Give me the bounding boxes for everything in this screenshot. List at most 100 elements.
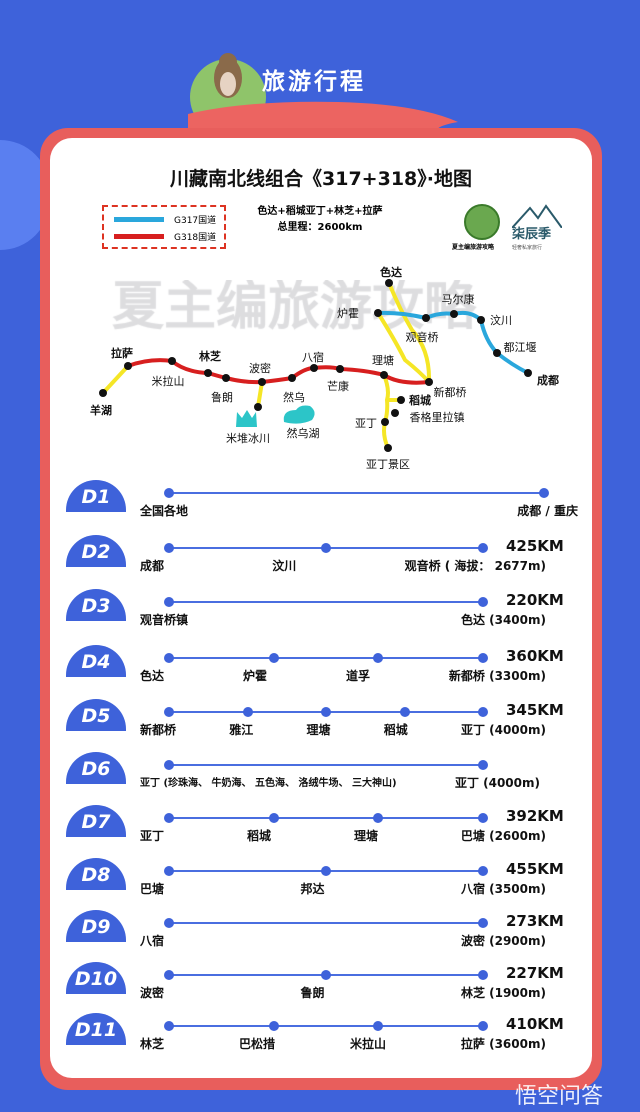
total-distance: 总里程：2600km xyxy=(277,222,363,233)
stop-labels: 林芝 巴松措 米拉山 拉萨 (3600m) xyxy=(140,1035,546,1052)
stop-label: 道孚 xyxy=(345,669,370,683)
map-label: 八宿 xyxy=(302,351,324,364)
stop-label: 稻城 xyxy=(246,829,271,843)
stop-label: 色达 (3400m) xyxy=(460,613,546,627)
stop-label: 稻城 xyxy=(383,723,408,737)
stop-label: 新都桥 xyxy=(140,723,177,737)
map-label: 香格里拉镇 xyxy=(409,411,465,424)
stop-labels: 波密 鲁朗 林芝 (1900m) xyxy=(140,984,546,1001)
stop-label: 理塘 xyxy=(353,829,378,843)
day-row: D5 新都桥 雅江 理塘 稻城 亚丁 (4000m) 345KM xyxy=(50,699,592,759)
stop-dot xyxy=(539,488,549,498)
day-row: D8 巴塘 邦达 八宿 (3500m) 455KM xyxy=(50,858,592,918)
map-label: 观音桥 xyxy=(405,331,439,344)
stop-dot xyxy=(321,543,331,553)
lake-icon xyxy=(283,405,315,424)
map-label: 成都 xyxy=(537,374,559,387)
glacier-icon xyxy=(236,410,257,427)
map-label: 然乌 xyxy=(283,391,305,404)
stop-label: 拉萨 (3600m) xyxy=(460,1037,546,1051)
map-label: 都江堰 xyxy=(503,341,537,354)
stop-dot xyxy=(164,918,174,928)
day-badge: D1 xyxy=(66,480,126,512)
stop-dot xyxy=(373,653,384,663)
day-distance: 345KM xyxy=(506,701,564,719)
stop-label: 理塘 xyxy=(306,723,331,737)
stop-label: 亚丁 (珍珠海、 牛奶海、 五色海、 洛绒牛场、 三大神山) xyxy=(140,778,397,789)
map-label: 芒康 xyxy=(327,380,349,393)
stop-label: 亚丁 xyxy=(140,829,165,843)
stop-label: 观音桥 ( 海拔： 2677m) xyxy=(404,559,546,573)
stop-dot xyxy=(321,866,331,876)
stop-label: 成都 / 重庆 xyxy=(517,504,578,518)
map-label: 拉萨 xyxy=(111,347,133,360)
day-track xyxy=(164,970,488,980)
stop-label: 巴塘 (2600m) xyxy=(460,829,546,843)
stop-label: 林芝 xyxy=(140,1037,165,1051)
day-distance: 392KM xyxy=(506,807,564,825)
stop-labels: 成都 汶川 观音桥 ( 海拔： 2677m) xyxy=(140,557,546,574)
stop-dot xyxy=(477,653,488,663)
stop-dot xyxy=(164,813,174,823)
day-distance: 410KM xyxy=(506,1015,564,1033)
stop-label: 新都桥 (3300m) xyxy=(448,669,546,683)
day-badge: D11 xyxy=(66,1013,126,1045)
stop-dot xyxy=(268,813,279,823)
brand-logo-icon xyxy=(464,204,500,240)
map-label: 新都桥 xyxy=(433,386,467,399)
day-track xyxy=(164,813,488,823)
stop-dot xyxy=(399,707,410,717)
route-summary: 色达+稻城亚丁+林芝+拉萨 xyxy=(257,206,383,217)
stop-label: 雅江 xyxy=(229,723,254,737)
stop-dot xyxy=(477,813,488,823)
day-track xyxy=(164,653,488,663)
stop-labels: 亚丁 稻城 理塘 巴塘 (2600m) xyxy=(140,827,546,844)
stop-dot xyxy=(164,543,174,553)
stop-dot xyxy=(321,970,331,980)
stop-labels: 全国各地 成都 / 重庆 xyxy=(140,502,578,519)
stop-label: 成都 xyxy=(140,559,165,573)
stop-dot xyxy=(478,918,488,928)
stop-label: 邦达 xyxy=(300,882,325,896)
route-info: 色达+稻城亚丁+林芝+拉萨 总里程：2600km xyxy=(250,204,390,236)
day-badge: D4 xyxy=(66,645,126,677)
day-distance: 220KM xyxy=(506,591,564,609)
section-title: 旅游行程 xyxy=(262,69,366,95)
map-label: 波密 xyxy=(249,362,271,375)
stop-label: 亚丁 (4000m) xyxy=(454,776,540,790)
stop-dot xyxy=(164,597,174,607)
stop-label: 米拉山 xyxy=(349,1037,386,1051)
itinerary-card: 川藏南北线组合《317+318》·地图 G317国道 G318国道 色达+稻城亚… xyxy=(40,128,602,1090)
map-label: 羊湖 xyxy=(90,404,112,417)
brand-logo-text: 夏主编旅游攻略 xyxy=(452,244,495,251)
day-row: D4 色达 炉霍 道孚 新都桥 (3300m) 360KM xyxy=(50,645,592,705)
stop-label: 炉霍 xyxy=(242,669,267,683)
stop-dot xyxy=(373,813,384,823)
day-track xyxy=(164,918,488,928)
stop-dot xyxy=(478,970,488,980)
legend-g318: G318国道 xyxy=(114,228,224,245)
day-row: D1 全国各地 成都 / 重庆 xyxy=(50,480,592,540)
stop-dot xyxy=(321,707,331,717)
map-label: 鲁朗 xyxy=(211,391,233,404)
stop-label: 波密 (2900m) xyxy=(460,934,546,948)
stop-labels: 观音桥镇 色达 (3400m) xyxy=(140,611,546,628)
map-label: 理塘 xyxy=(372,354,394,367)
stop-dot xyxy=(164,488,174,498)
stop-dot xyxy=(164,970,174,980)
map-label: 米拉山 xyxy=(151,375,185,388)
map-stops xyxy=(99,279,532,452)
stop-label: 色达 xyxy=(140,669,165,683)
map-label: 米堆冰川 xyxy=(226,432,270,445)
stop-label: 八宿 (3500m) xyxy=(460,882,546,896)
day-row: D11 林芝 巴松措 米拉山 拉萨 (3600m) 410KM xyxy=(50,1013,592,1073)
day-row: D10 波密 鲁朗 林芝 (1900m) 227KM xyxy=(50,962,592,1022)
day-row: D7 亚丁 稻城 理塘 巴塘 (2600m) 392KM xyxy=(50,805,592,865)
day-badge: D10 xyxy=(66,962,126,994)
day-track xyxy=(164,707,488,717)
day-track xyxy=(164,866,488,876)
stop-dot xyxy=(478,866,488,876)
legend-g317: G317国道 xyxy=(114,211,224,228)
day-distance: 455KM xyxy=(506,860,564,878)
map-label: 色达 xyxy=(380,266,402,279)
